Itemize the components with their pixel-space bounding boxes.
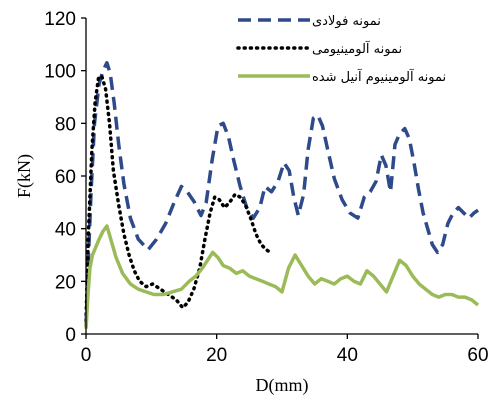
- y-tick-label: 20: [55, 272, 76, 293]
- x-tick-label: 0: [81, 345, 92, 366]
- plot-series: [84, 61, 480, 329]
- axes: 0 20 40 60 80 100 120 0 20 40 60 D(mm) F(kN): [14, 9, 489, 396]
- series-line-1: [84, 74, 272, 323]
- y-tick-label: 80: [55, 114, 76, 135]
- x-tick-label: 60: [467, 345, 488, 366]
- x-tick-label: 40: [337, 345, 358, 366]
- legend-label-1: نمونه آلومینیومی: [312, 40, 402, 57]
- x-axis-title: D(mm): [256, 375, 309, 396]
- legend-label-0: نمونه فولادی: [312, 14, 381, 29]
- y-tick-label: 60: [55, 167, 76, 188]
- y-tick-label: 40: [55, 220, 76, 241]
- series-line-2: [84, 224, 480, 329]
- x-tick-label: 20: [206, 345, 227, 366]
- y-tick-label: 120: [44, 9, 76, 30]
- legend: نمونه فولادی نمونه آلومینیومی نمونه آلومین…: [236, 14, 446, 85]
- legend-label-2: نمونه آلومینیوم آنیل شده: [312, 68, 446, 85]
- y-tick-label: 100: [44, 62, 76, 83]
- series-line-0: [84, 61, 479, 327]
- y-axis-title: F(kN): [14, 154, 35, 198]
- y-tick-label: 0: [65, 325, 76, 346]
